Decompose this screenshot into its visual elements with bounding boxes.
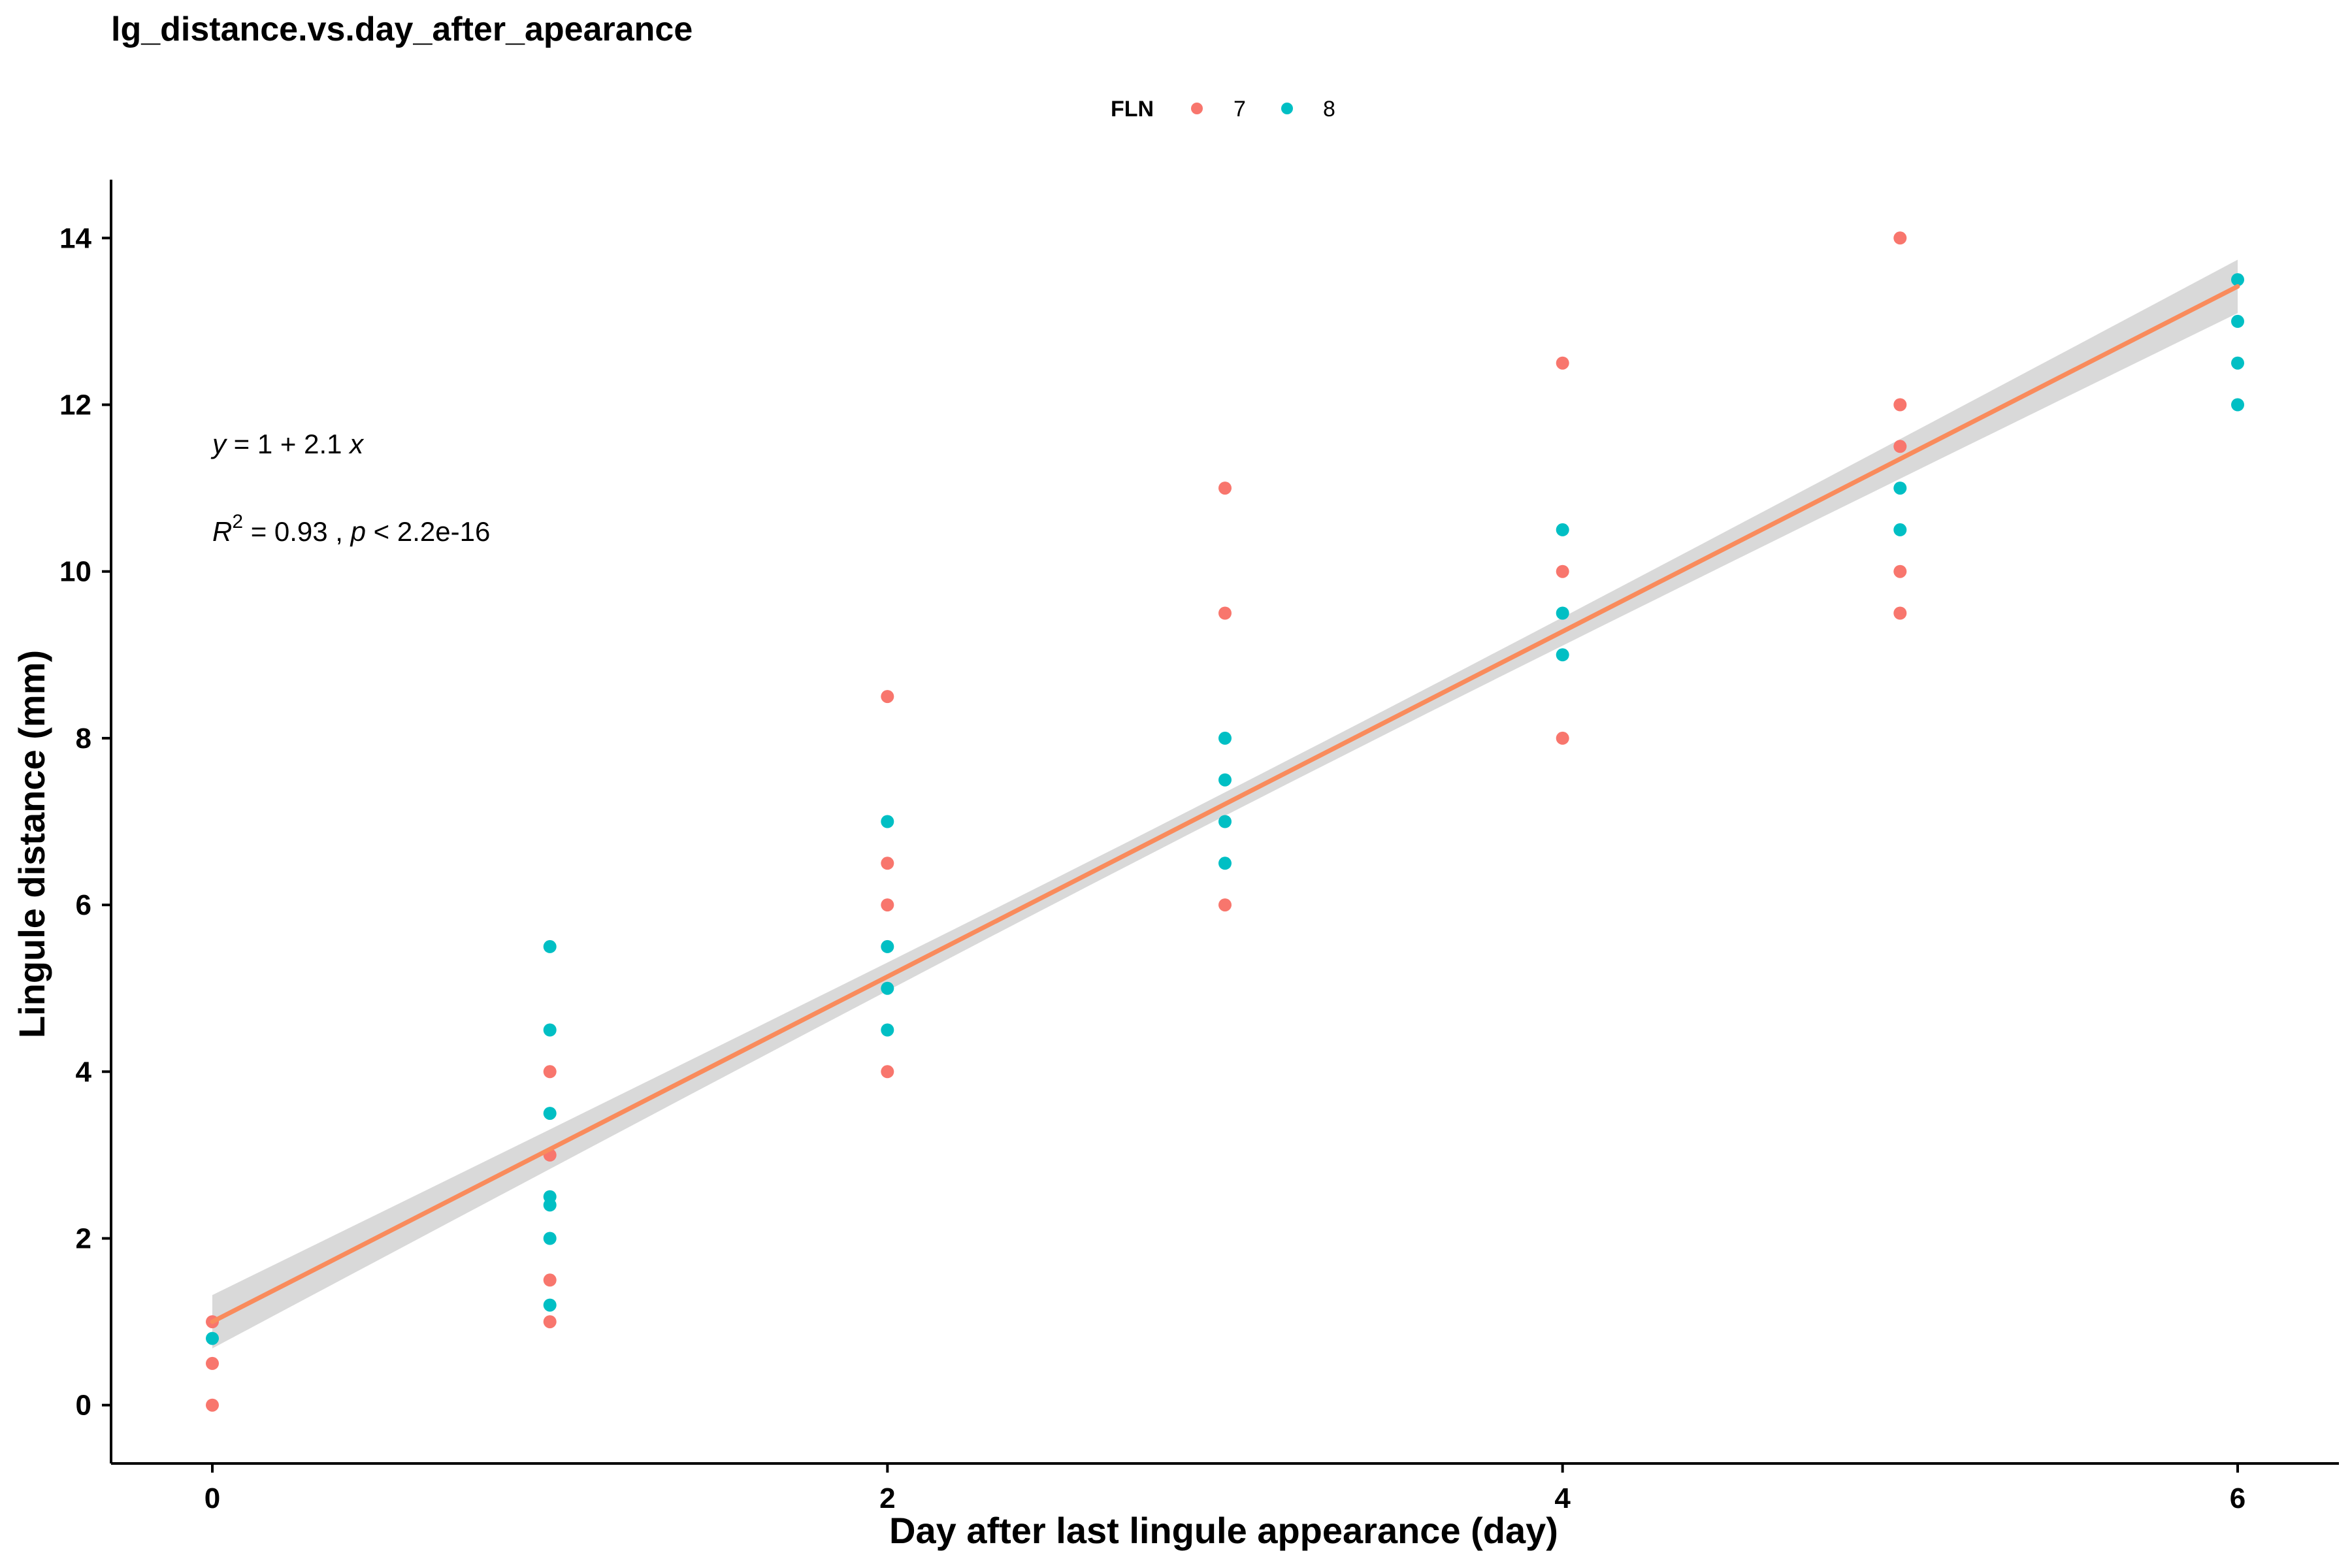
data-point-fln-8 [543,1298,557,1312]
data-point-fln-8 [1218,815,1232,828]
data-point-fln-8 [2231,314,2244,328]
y-tick-label: 2 [76,1222,91,1254]
data-point-fln-7 [1556,731,1569,745]
legend-label-7: 7 [1233,97,1246,122]
data-point-fln-8 [1893,523,1907,536]
data-point-fln-8 [2231,356,2244,370]
data-point-fln-7 [1893,440,1907,453]
data-point-fln-7 [1218,606,1232,620]
data-point-fln-7 [206,1398,219,1412]
plot-area [206,231,2244,1412]
data-point-fln-7 [881,1065,894,1079]
data-point-fln-8 [1218,857,1232,870]
y-tick-label: 4 [76,1056,92,1088]
data-point-fln-8 [543,1107,557,1120]
data-point-fln-8 [881,815,894,828]
equation-text: y = 1 + 2.1 x [210,429,365,459]
data-point-fln-7 [1556,564,1569,578]
y-tick-label: 12 [59,389,91,421]
data-point-fln-7 [1218,482,1232,495]
chart-title: lg_distance.vs.day_after_apearance [111,10,693,48]
legend-label-8: 8 [1323,97,1335,122]
data-point-fln-8 [1556,606,1569,620]
data-point-fln-7 [881,898,894,912]
data-point-fln-7 [1893,564,1907,578]
r-value: = 0.93 , [243,516,351,547]
stats-text: R2 = 0.93 , p < 2.2e-16 [212,511,490,547]
data-point-fln-8 [2231,273,2244,287]
y-axis-title: Lingule distance (mm) [11,650,52,1038]
p-letter: p [350,516,366,547]
data-point-fln-7 [206,1356,219,1370]
data-point-fln-8 [1893,482,1907,495]
regression-annotation: y = 1 + 2.1 x R2 = 0.93 , p < 2.2e-16 [210,429,490,547]
legend-swatch-7 [1191,103,1203,114]
data-point-fln-7 [881,690,894,704]
legend-title: FLN [1111,97,1154,122]
data-point-fln-8 [206,1331,219,1345]
x-tick-label: 6 [2230,1482,2246,1514]
data-point-fln-8 [881,939,894,953]
y-tick-label: 0 [76,1390,91,1422]
equation-x-var: x [348,429,365,459]
r-superscript: 2 [232,511,243,532]
x-tick-label: 0 [204,1482,220,1514]
r-letter: R [212,516,232,547]
axes: 0 2 4 6 8 10 12 14 0 2 4 6 [59,180,2339,1514]
data-point-fln-7 [1218,898,1232,912]
data-point-fln-7 [881,857,894,870]
equation-y-var: y [210,429,228,459]
data-point-fln-8 [2231,398,2244,412]
regression-line [210,284,2240,1324]
data-point-fln-7 [1893,606,1907,620]
y-tick-label: 10 [59,556,91,588]
x-axis-title: Day after last lingule appearance (day) [889,1510,1558,1551]
data-point-fln-8 [881,1023,894,1037]
data-point-fln-8 [543,939,557,953]
data-point-fln-8 [881,981,894,995]
p-value: < 2.2e-16 [366,516,490,547]
y-tick-label: 8 [76,723,91,755]
data-point-fln-7 [543,1065,557,1079]
data-point-fln-8 [1556,523,1569,536]
data-point-fln-8 [543,1232,557,1245]
data-point-fln-7 [1893,398,1907,412]
data-point-fln-7 [1893,231,1907,245]
x-tick-label: 2 [879,1482,895,1514]
data-point-fln-7 [543,1315,557,1329]
data-point-fln-7 [1556,356,1569,370]
y-tick-label: 6 [76,889,91,921]
data-point-fln-7 [543,1273,557,1287]
equation-body: = 1 + 2.1 [226,429,350,459]
data-point-fln-8 [1218,731,1232,745]
data-point-fln-8 [543,1190,557,1203]
data-point-fln-8 [1218,773,1232,787]
x-tick-label: 4 [1554,1482,1571,1514]
data-point-fln-8 [543,1023,557,1037]
legend-swatch-8 [1281,103,1293,114]
data-point-fln-8 [1556,648,1569,662]
legend: FLN 7 8 [1111,97,1335,122]
y-tick-label: 14 [59,222,91,254]
